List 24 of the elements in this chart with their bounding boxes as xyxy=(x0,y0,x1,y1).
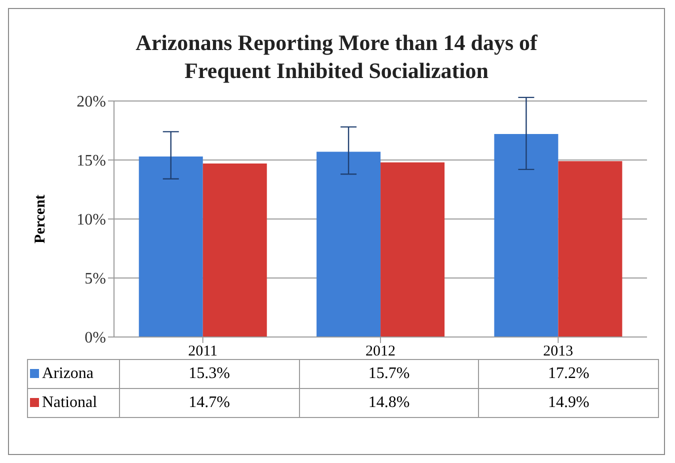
data-label: 17.2% xyxy=(478,360,658,388)
x-tick-label: 2012 xyxy=(366,344,396,360)
y-axis-title: Percent xyxy=(32,194,48,244)
data-label: 15.7% xyxy=(299,360,479,388)
bar xyxy=(202,164,267,337)
legend-label: Arizona xyxy=(28,360,120,388)
y-tick-label: 10% xyxy=(76,212,106,229)
legend-label: National xyxy=(28,388,120,418)
data-label: 14.9% xyxy=(478,388,658,418)
bar xyxy=(494,134,558,337)
y-tick-label: 5% xyxy=(84,270,106,288)
data-label: 14.8% xyxy=(299,388,479,418)
y-tick-label: 0% xyxy=(84,330,106,347)
bar xyxy=(380,162,445,337)
y-tick-label: 15% xyxy=(76,152,106,170)
x-tick-label: 2011 xyxy=(188,344,218,360)
bar xyxy=(138,156,203,337)
bar xyxy=(316,152,381,337)
bar xyxy=(558,161,622,337)
data-label: 15.3% xyxy=(120,360,300,388)
data-label: 14.7% xyxy=(120,388,300,418)
y-tick-label: 20% xyxy=(76,94,106,111)
x-tick-label: 2013 xyxy=(543,344,574,360)
chart-title: Arizonans Reporting More than 14 days of Frequent Inhibited Socialization xyxy=(134,29,538,85)
